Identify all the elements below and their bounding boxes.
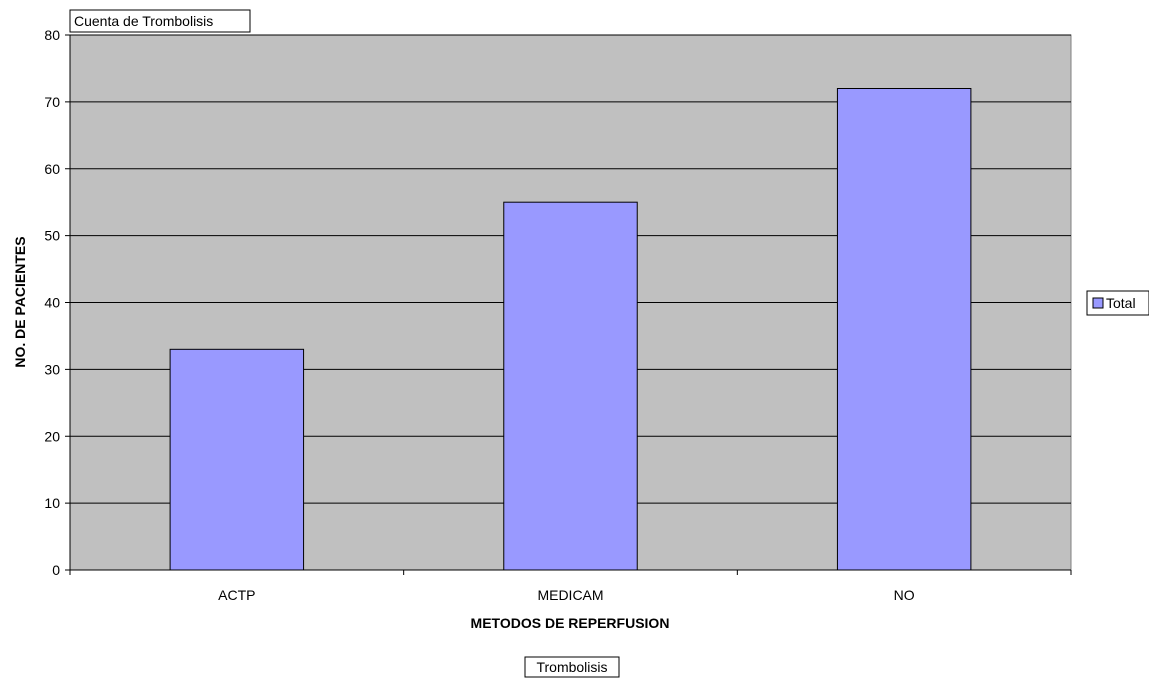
x-tick-label: ACTP bbox=[218, 587, 255, 603]
x-axis-title: METODOS DE REPERFUSION bbox=[471, 615, 670, 631]
data-field-button[interactable]: Cuenta de Trombolisis bbox=[69, 9, 251, 33]
legend-swatch bbox=[1092, 297, 1104, 309]
y-tick-label: 60 bbox=[44, 161, 60, 177]
bar-medicam bbox=[503, 201, 638, 571]
svg-text:Trombolisis: Trombolisis bbox=[536, 659, 607, 675]
x-tick-label: NO bbox=[894, 587, 915, 603]
y-tick-label: 40 bbox=[44, 295, 60, 311]
y-tick-label: 30 bbox=[44, 361, 60, 377]
y-tick-label: 70 bbox=[44, 94, 60, 110]
legend-label: Total bbox=[1106, 295, 1136, 311]
legend: Total bbox=[1086, 290, 1149, 316]
y-axis-ticks: 0 10 20 30 40 50 60 70 80 bbox=[44, 27, 70, 578]
bars bbox=[169, 88, 972, 571]
bar-actp bbox=[169, 348, 305, 571]
y-tick-label: 80 bbox=[44, 27, 60, 43]
y-axis-title: NO. DE PACIENTES bbox=[12, 236, 28, 367]
page-field-button[interactable]: Trombolisis bbox=[524, 656, 620, 678]
y-tick-label: 20 bbox=[44, 428, 60, 444]
y-tick-label: 50 bbox=[44, 228, 60, 244]
svg-text:Cuenta de Trombolisis: Cuenta de Trombolisis bbox=[74, 13, 213, 29]
bar-no bbox=[836, 88, 972, 571]
y-tick-label: 0 bbox=[52, 562, 60, 578]
x-tick-label: MEDICAM bbox=[537, 587, 603, 603]
x-axis-ticks: ACTP MEDICAM NO bbox=[69, 570, 1072, 603]
y-tick-label: 10 bbox=[44, 495, 60, 511]
